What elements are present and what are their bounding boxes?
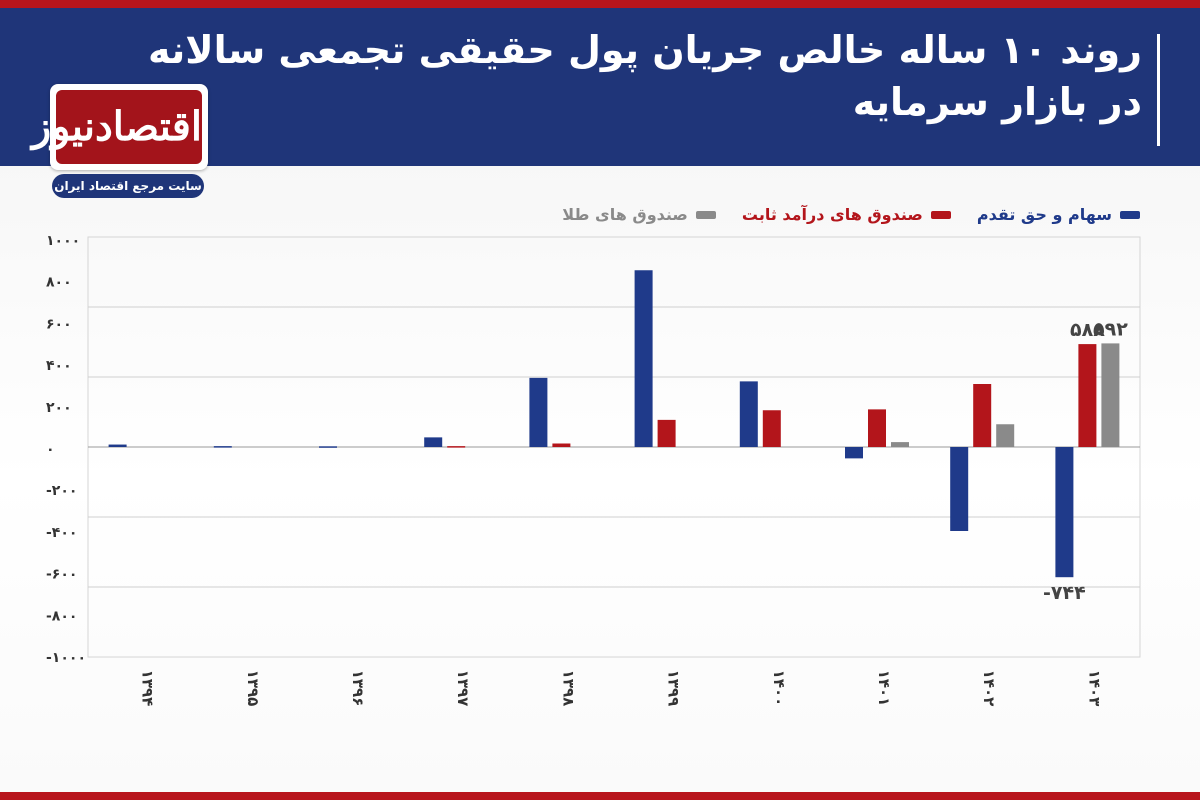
y-tick-label: -۲۰۰ [46, 483, 77, 499]
y-tick-label: -۸۰۰ [46, 608, 77, 624]
bar-1402-stocks [950, 447, 969, 531]
bar-1394-stocks [108, 444, 127, 447]
legend-swatch-stocks [1120, 210, 1140, 219]
bar-1398-stocks [529, 377, 548, 447]
x-tick-label: ۱۳۹۹ [665, 670, 683, 707]
y-tick-label: ۲۰۰ [46, 400, 72, 416]
y-tick-label: ۸۰۰ [46, 275, 72, 291]
x-tick-label: ۱۳۹۶ [349, 670, 367, 707]
data-label: -۷۴۴ [1043, 582, 1086, 604]
y-tick-label: -۴۰۰ [46, 525, 77, 541]
x-tick-label: ۱۴۰۳ [1085, 670, 1103, 707]
bar-1400-fixed-income [762, 410, 781, 447]
bar-1397-stocks [424, 437, 443, 447]
y-tick-label: -۶۰۰ [46, 567, 77, 583]
x-tick-label: ۱۴۰۰ [770, 670, 788, 707]
bar-1396-stocks [319, 446, 337, 448]
bar-1395-stocks [213, 446, 232, 448]
legend-item-gold: صندوق های طلا [562, 205, 716, 224]
bar-1402-gold [996, 424, 1015, 447]
bar-1403-fixed-income [1078, 344, 1097, 447]
bar-1398-fixed-income [552, 443, 571, 447]
y-tick-label: -۱۰۰۰ [46, 650, 86, 666]
bar-1403-stocks [1055, 447, 1074, 578]
bar-1401-fixed-income [868, 409, 886, 447]
x-tick-label: ۱۳۹۸ [559, 670, 577, 707]
legend-label-fixed-income: صندوق های درآمد ثابت [741, 205, 923, 224]
bar-1402-fixed-income [973, 384, 992, 447]
logo: اقتصادنیوز [32, 84, 208, 170]
title-line-1: روند ۱۰ ساله خالص جریان پول حقیقی تجمعی … [147, 28, 1142, 72]
bar-1401-gold [891, 442, 909, 447]
legend-item-stocks: سهام و حق تقدم [977, 205, 1140, 224]
legend-label-gold: صندوق های طلا [562, 205, 688, 224]
y-tick-label: ۴۰۰ [46, 358, 72, 374]
title-divider [1157, 34, 1160, 146]
chart-legend: سهام و حق تقدم صندوق های درآمد ثابت صندو… [562, 205, 1140, 224]
legend-item-fixed-income: صندوق های درآمد ثابت [742, 205, 951, 224]
bar-1403-gold [1101, 343, 1120, 447]
page-title: روند ۱۰ ساله خالص جریان پول حقیقی تجمعی … [142, 24, 1142, 128]
logo-subtitle: سایت مرجع اقتصاد ایران [52, 174, 204, 198]
legend-swatch-gold [695, 210, 716, 219]
bar-1401-stocks [845, 447, 863, 459]
x-tick-label: ۱۴۰۲ [980, 670, 998, 707]
bar-1399-stocks [634, 270, 653, 447]
bar-1397-fixed-income [447, 446, 466, 448]
legend-label-stocks: سهام و حق تقدم [976, 205, 1112, 224]
x-tick-label: ۱۳۹۵ [244, 670, 262, 707]
y-tick-label: ۱۰۰۰ [46, 233, 80, 249]
data-label: ۵۸۸ [1070, 319, 1105, 341]
data-label: ۵۹۲ [1093, 318, 1128, 340]
bar-1400-stocks [739, 381, 758, 447]
footer-strip [0, 792, 1200, 800]
title-line-2: در بازار سرمایه [852, 80, 1142, 124]
bar-1399-fixed-income [657, 419, 676, 447]
x-tick-label: ۱۴۰۱ [875, 670, 893, 707]
logo-text: اقتصادنیوز [32, 90, 202, 164]
x-tick-label: ۱۳۹۷ [454, 670, 472, 707]
y-tick-label: ۶۰۰ [46, 316, 72, 332]
y-tick-label: ۰ [46, 442, 55, 458]
legend-swatch-fixed-income [930, 210, 951, 219]
x-tick-label: ۱۳۹۴ [139, 670, 157, 707]
